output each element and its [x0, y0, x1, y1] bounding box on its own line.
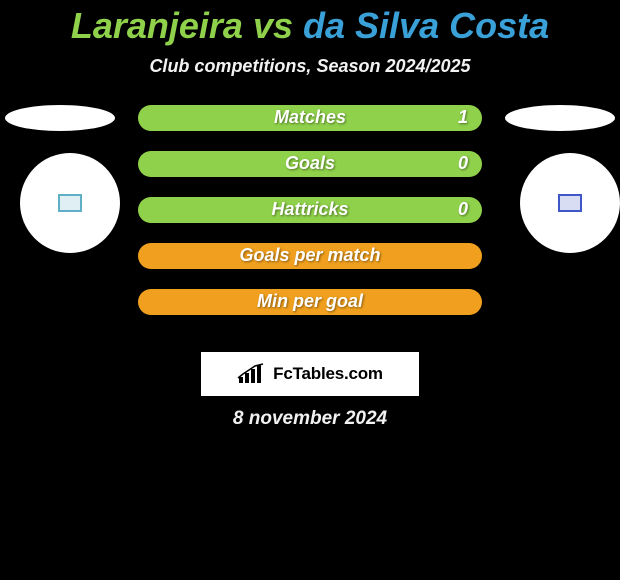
page-title: Laranjeira vs da Silva Costa: [0, 0, 620, 46]
stat-bar-value: 1: [458, 107, 468, 128]
title-player1: Laranjeira: [71, 5, 243, 46]
date-line: 8 november 2024: [0, 408, 620, 430]
stat-bar: Hattricks0: [138, 197, 482, 223]
player1-crest: [20, 153, 120, 253]
stat-bar-label: Goals: [138, 153, 482, 174]
stat-bar: Min per goal: [138, 289, 482, 315]
stat-bar-label: Min per goal: [138, 291, 482, 312]
stat-bar-label: Hattricks: [138, 199, 482, 220]
subtitle: Club competitions, Season 2024/2025: [0, 56, 620, 77]
stat-bar-label: Goals per match: [138, 245, 482, 266]
stat-bar-label: Matches: [138, 107, 482, 128]
player1-crest-icon: [58, 194, 82, 212]
title-player2: da Silva Costa: [303, 5, 549, 46]
brand-chart-icon: [237, 363, 267, 385]
stat-bar: Matches1: [138, 105, 482, 131]
decorative-oval-right: [505, 105, 615, 131]
stat-bar-value: 0: [458, 199, 468, 220]
stat-bar: Goals0: [138, 151, 482, 177]
brand-text: FcTables.com: [273, 364, 383, 384]
title-vs: vs: [253, 5, 293, 46]
brand-box: FcTables.com: [201, 352, 419, 396]
stat-bar-value: 0: [458, 153, 468, 174]
decorative-oval-left: [5, 105, 115, 131]
player2-crest-icon: [558, 194, 582, 212]
player2-crest: [520, 153, 620, 253]
stat-bar: Goals per match: [138, 243, 482, 269]
stat-bars: Matches1Goals0Hattricks0Goals per matchM…: [138, 105, 482, 335]
